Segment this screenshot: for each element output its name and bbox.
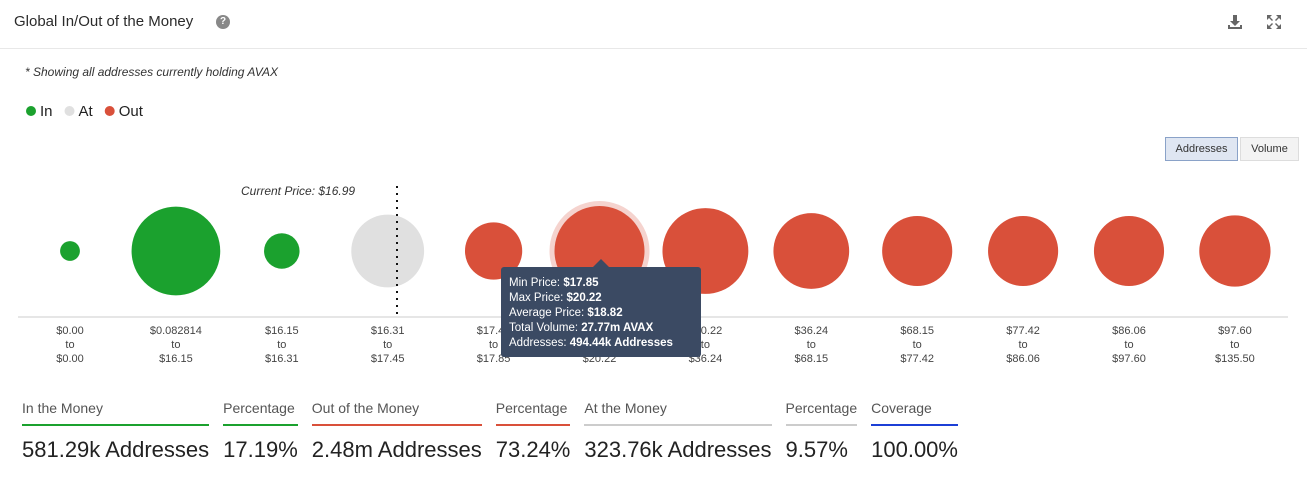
x-tick-label: $16.31: [371, 325, 405, 337]
tooltip-value: 27.77m AVAX: [581, 322, 654, 334]
tooltip-value: $17.85: [563, 277, 599, 289]
x-tick-label: $16.15: [265, 325, 299, 337]
bubble: [264, 233, 300, 269]
x-tick-label: to: [383, 339, 392, 351]
stat: At the Money 323.76k Addresses: [584, 400, 772, 463]
expand-icon[interactable]: [1265, 13, 1283, 31]
x-tick-label: to: [1019, 339, 1028, 351]
stat: Percentage 9.57%: [785, 400, 858, 463]
x-tick-label: $16.15: [159, 353, 193, 365]
tooltip-row: Total Volume: 27.77m AVAX: [509, 321, 693, 336]
tooltip-label: Max Price:: [509, 292, 564, 304]
header: Global In/Out of the Money ?: [0, 0, 1307, 49]
legend-marker: [64, 106, 75, 116]
stat-value: 581.29k Addresses: [22, 437, 210, 462]
stat: Coverage 100.00%: [871, 400, 958, 463]
tooltip-row: Average Price: $18.82: [509, 306, 693, 321]
stat-label: At the Money: [584, 400, 772, 426]
tooltip-label: Min Price:: [509, 277, 561, 289]
x-tick-label: $97.60: [1112, 353, 1146, 365]
x-tick-label: $68.15: [900, 325, 934, 337]
x-tick-label: $86.06: [1112, 325, 1146, 337]
x-tick-label: $77.42: [900, 353, 934, 365]
x-tick-label: $0.00: [56, 325, 84, 337]
tooltip-value: $20.22: [566, 292, 602, 304]
x-tick-label: $0.00: [56, 353, 84, 365]
addresses-button[interactable]: Addresses: [1165, 137, 1238, 161]
bubble: [1093, 215, 1165, 287]
stat-label: In the Money: [22, 400, 210, 426]
stat: Percentage 73.24%: [495, 400, 571, 463]
stat-value: 17.19%: [223, 437, 298, 462]
tooltip-label: Total Volume:: [509, 322, 579, 334]
x-tick-label: to: [65, 339, 74, 351]
stat-label: Percentage: [785, 400, 858, 426]
stat-label: Percentage: [495, 400, 571, 426]
bubble: [131, 206, 221, 296]
download-icon[interactable]: [1226, 13, 1244, 31]
stat-value: 73.24%: [495, 437, 571, 462]
x-tick-label: to: [1124, 339, 1133, 351]
bubble: [988, 215, 1059, 287]
stat-value: 100.00%: [871, 437, 958, 462]
legend-label: At: [79, 103, 94, 120]
bubble: [464, 222, 523, 280]
x-tick-label: to: [489, 339, 498, 351]
tooltip-label: Average Price:: [509, 307, 585, 319]
tooltip-value: 494.44k Addresses: [569, 337, 673, 349]
bubble: [351, 214, 425, 288]
x-tick-label: to: [1230, 339, 1239, 351]
x-tick-label: $68.15: [794, 353, 828, 365]
widget-title: Global In/Out of the Money: [14, 13, 194, 30]
tooltip-row: Max Price: $20.22: [509, 291, 693, 306]
legend-label: In: [40, 103, 53, 120]
summary-stats: In the Money 581.29k Addresses Percentage 1…: [22, 400, 958, 463]
tooltip-row: Addresses: 494.44k Addresses: [509, 336, 693, 351]
bubble: [773, 213, 850, 289]
x-tick-label: to: [277, 339, 286, 351]
stat-label: Out of the Money: [311, 400, 482, 426]
x-tick-label: $97.60: [1218, 325, 1252, 337]
x-tick-label: $135.50: [1215, 353, 1255, 365]
bubble: [1199, 215, 1271, 287]
stat-value: 9.57%: [785, 437, 848, 462]
tooltip-label: Addresses:: [509, 337, 567, 349]
legend-marker: [26, 106, 36, 116]
x-tick-label: $77.42: [1006, 325, 1040, 337]
tooltip-value: $18.82: [587, 307, 623, 319]
tooltip: Min Price: $17.85 Max Price: $20.22 Averag…: [501, 259, 701, 357]
bubble: [882, 215, 953, 287]
volume-button[interactable]: Volume: [1240, 137, 1299, 161]
legend-label: Out: [119, 103, 144, 120]
stat-value: 2.48m Addresses: [311, 437, 482, 462]
x-tick-label: $86.06: [1006, 353, 1040, 365]
note: * Showing all addresses currently holdin…: [25, 65, 279, 79]
legend-marker: [104, 106, 115, 116]
x-tick-label: to: [171, 339, 180, 351]
help-icon[interactable]: ?: [216, 15, 230, 29]
x-tick-label: $16.31: [265, 353, 299, 365]
stat: In the Money 581.29k Addresses: [22, 400, 210, 463]
tooltip-row: Min Price: $17.85: [509, 276, 693, 291]
x-tick-label: to: [807, 339, 816, 351]
bubble: [60, 241, 80, 261]
stat: Percentage 17.19%: [223, 400, 298, 463]
stat: Out of the Money 2.48m Addresses: [311, 400, 482, 463]
x-tick-label: to: [701, 339, 710, 351]
stat-label: Percentage: [223, 400, 298, 426]
stat-label: Coverage: [871, 400, 958, 426]
x-tick-label: $0.082814: [150, 325, 202, 337]
stat-value: 323.76k Addresses: [584, 437, 772, 462]
current-price-label: Current Price: $16.99: [241, 184, 355, 198]
x-tick-label: $36.24: [794, 325, 828, 337]
x-tick-label: $17.45: [371, 353, 405, 365]
x-tick-label: to: [913, 339, 922, 351]
